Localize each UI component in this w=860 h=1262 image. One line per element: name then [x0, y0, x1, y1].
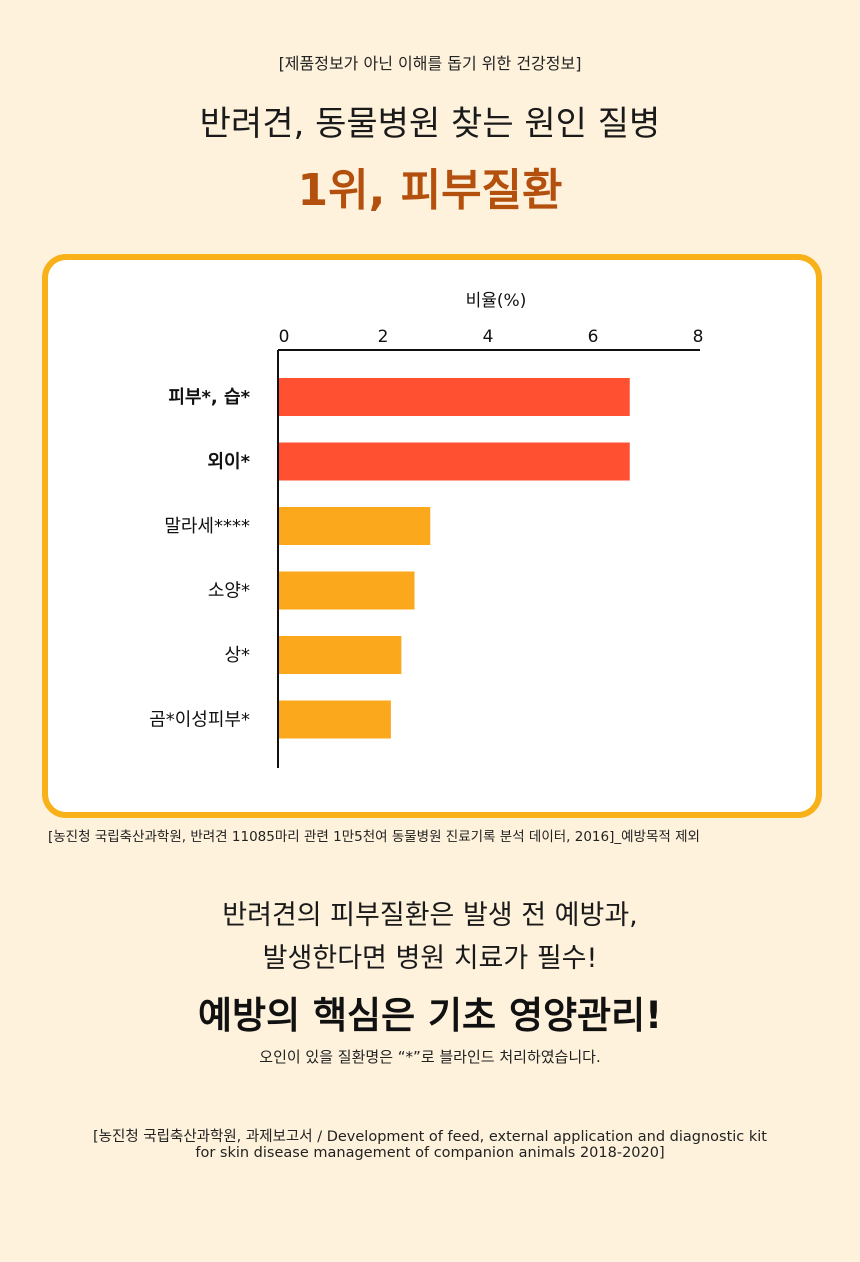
- bar: [279, 507, 431, 545]
- x-tick-label: 0: [279, 327, 290, 347]
- bar: [279, 700, 391, 739]
- bar: [279, 636, 402, 674]
- bar: [279, 378, 630, 416]
- x-axis-label: 비율(%): [466, 291, 527, 311]
- category-label: 상*: [224, 645, 250, 666]
- disclaimer-text: [제품정보가 아닌 이해를 돕기 위한 건강정보]: [278, 54, 582, 73]
- category-label: 외이*: [207, 452, 250, 473]
- x-tick-label: 4: [483, 327, 494, 347]
- x-tick-label: 6: [588, 327, 599, 347]
- blind-note: 오인이 있을 질환명은 “*”로 블라인드 처리하였습니다.: [259, 1048, 601, 1066]
- body-strong: 예방의 핵심은 기초 영양관리!: [198, 994, 662, 1037]
- chart-card: 비율(%) 0 2 4 6 8 피부*, 습* 외이* 말라세**** 소양* 상* 곰*이성피부*: [42, 254, 822, 818]
- category-label: 소양*: [208, 581, 250, 602]
- body-line-2: 발생한다면 병원 치료가 필수!: [262, 943, 598, 974]
- category-label: 말라세****: [164, 516, 250, 537]
- reference-line-2: for skin disease management of companion…: [195, 1145, 665, 1161]
- bar-chart: 비율(%) 0 2 4 6 8 피부*, 습* 외이* 말라세**** 소양* 상* 곰*이성피부*: [149, 291, 704, 768]
- headline: 반려견, 동물병원 찾는 원인 질병: [199, 104, 661, 144]
- x-tick-label: 2: [378, 327, 389, 347]
- headline-accent: 1위, 피부질환: [297, 165, 563, 216]
- category-label: 곰*이성피부*: [149, 710, 250, 731]
- x-tick-label: 8: [693, 327, 704, 347]
- bar: [279, 571, 415, 610]
- category-label: 피부*, 습*: [168, 387, 250, 408]
- body-line-1: 반려견의 피부질환은 발생 전 예방과,: [222, 900, 638, 931]
- reference-line-1: [농진청 국립축산과학원, 과제보고서 / Development of fee…: [93, 1129, 767, 1145]
- bar: [279, 442, 630, 481]
- chart-source-note: [농진청 국립축산과학원, 반려견 11085마리 관련 1만5천여 동물병원 …: [48, 829, 700, 845]
